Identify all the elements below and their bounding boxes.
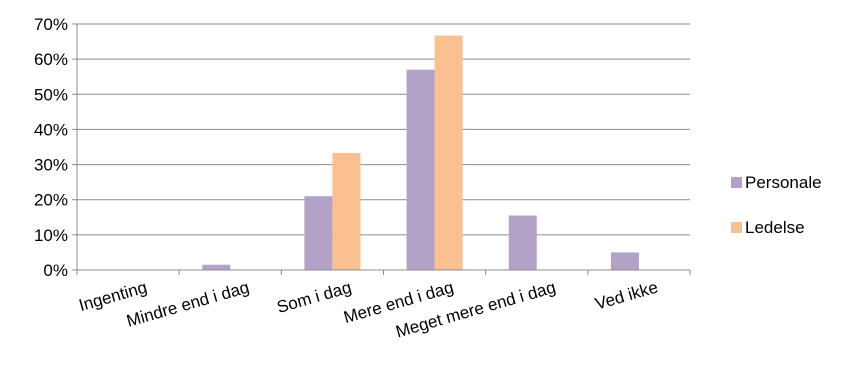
legend-label-ledelse: Ledelse <box>745 218 805 237</box>
y-tick-label: 50% <box>34 85 68 104</box>
legend: Personale Ledelse <box>731 173 822 237</box>
bars <box>202 35 639 271</box>
bar-personale-4 <box>508 215 537 270</box>
bar-ledelse-3 <box>434 35 463 271</box>
bar-personale-1 <box>202 264 231 270</box>
y-tick-label: 0% <box>43 261 68 280</box>
bar-personale-5 <box>610 252 639 270</box>
y-tick-label: 10% <box>34 226 68 245</box>
bar-personale-2 <box>304 196 333 270</box>
y-tick-label: 20% <box>34 191 68 210</box>
bar-personale-3 <box>406 69 435 270</box>
x-tick-label: Ved ikke <box>593 278 660 314</box>
legend-swatch-personale <box>731 177 742 188</box>
legend-swatch-ledelse <box>731 222 742 233</box>
y-tick-label: 60% <box>34 50 68 69</box>
legend-label-personale: Personale <box>745 173 822 192</box>
bar-ledelse-2 <box>332 152 361 270</box>
gridlines <box>77 23 690 236</box>
y-tick-label: 40% <box>34 120 68 139</box>
y-tick-label: 70% <box>34 15 68 34</box>
y-tick-label: 30% <box>34 156 68 175</box>
y-tick-labels: 0% 10% 20% 30% 40% 50% 60% 70% <box>34 15 68 280</box>
axes <box>72 23 691 275</box>
